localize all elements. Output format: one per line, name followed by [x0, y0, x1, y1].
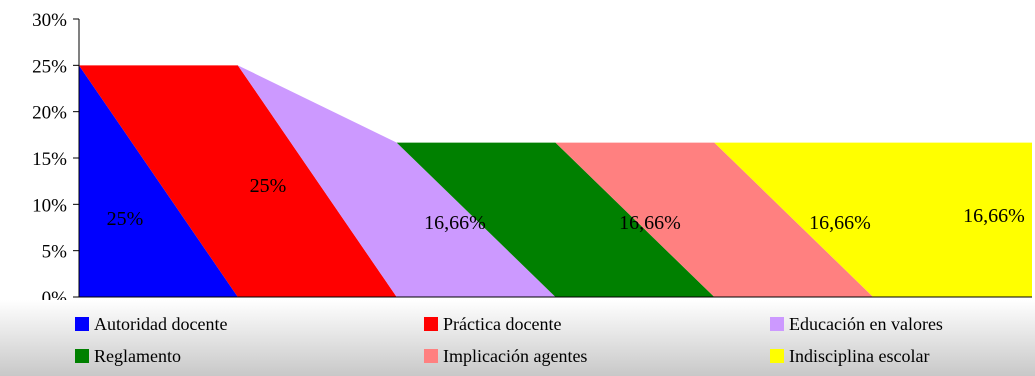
y-tick-label: 20% [32, 103, 67, 124]
y-tick-label: 25% [32, 56, 67, 77]
legend-label-5: Implicación agentes [443, 346, 587, 366]
data-label-2: 25% [250, 175, 287, 197]
plot-area [79, 65, 1032, 297]
area-band-3 [237, 65, 556, 297]
legend-swatch-4 [75, 349, 89, 363]
area-band-6 [714, 142, 1032, 297]
y-tick-label: 5% [42, 242, 68, 263]
y-tick-label: 15% [32, 149, 67, 170]
legend-swatch-2 [424, 317, 438, 331]
data-label-1: 25% [107, 208, 144, 230]
legend-label-1: Autoridad docente [94, 314, 227, 334]
legend-swatch-6 [770, 349, 784, 363]
y-tick-label: 10% [32, 195, 67, 216]
area-band-2 [79, 65, 397, 297]
legend-label-6: Indisciplina escolar [789, 346, 929, 366]
area-band-5 [555, 142, 874, 297]
legend-swatch-5 [424, 349, 438, 363]
data-labels: 25% 25% 16,66% 16,66% 16,66% 16,66% [107, 175, 1025, 234]
legend-label-2: Práctica docente [443, 314, 561, 334]
data-label-6: 16,66% [963, 205, 1025, 227]
data-label-5: 16,66% [809, 212, 871, 234]
legend-label-3: Educación en valores [789, 314, 943, 334]
area-band-4 [396, 142, 715, 297]
data-label-3: 16,66% [424, 212, 486, 234]
legend: Autoridad docente Práctica docente Educaci… [0, 300, 1035, 376]
legend-swatch-1 [75, 317, 89, 331]
data-label-4: 16,66% [619, 212, 681, 234]
y-tick-label: 30% [32, 10, 67, 31]
legend-background [0, 300, 1035, 376]
legend-label-4: Reglamento [94, 346, 181, 366]
legend-swatch-3 [770, 317, 784, 331]
